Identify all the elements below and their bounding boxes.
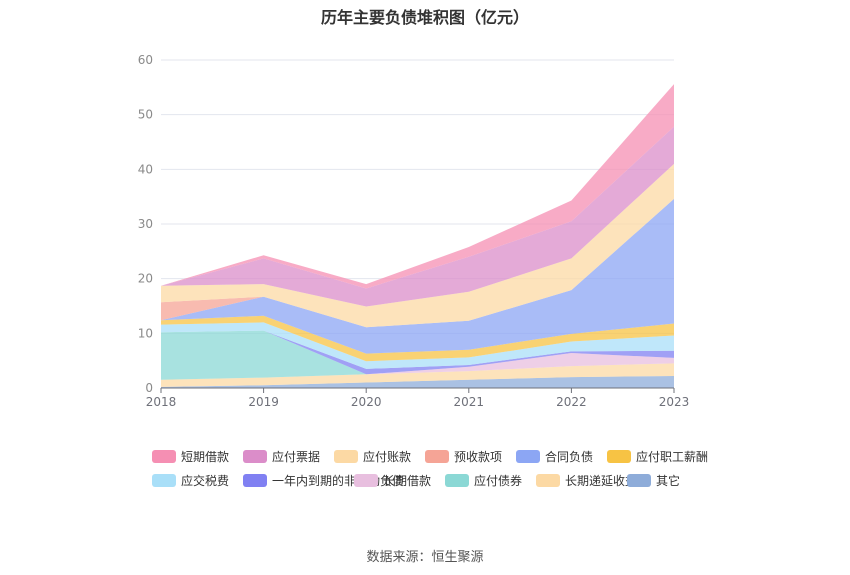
legend-item[interactable]: 应付票据: [243, 448, 320, 466]
y-tick-label: 0: [145, 381, 153, 395]
area-长期递延收益: [161, 363, 674, 387]
x-tick-label: 2023: [659, 395, 690, 409]
legend-swatch: [536, 474, 560, 487]
legend-label: 其它: [656, 474, 681, 488]
legend-swatch: [425, 450, 449, 463]
legend-item[interactable]: 应付职工薪酬: [607, 448, 708, 466]
y-tick-label: 30: [138, 217, 153, 231]
legend-item[interactable]: 其它: [627, 472, 680, 490]
area-一年内到期的非流动负债: [161, 330, 674, 375]
legend-label: 预收款项: [454, 450, 503, 464]
area-应付票据: [161, 126, 674, 307]
legend-swatch: [152, 450, 176, 463]
stacked-area-chart: 0 10 20 30 40 50 60 2018 2019 2020 2021 2022 2023: [138, 53, 690, 409]
legend-swatch: [354, 474, 378, 487]
legend-swatch: [607, 450, 631, 463]
legend-label: 应付职工薪酬: [636, 450, 709, 464]
legend-item[interactable]: 应交税费: [152, 472, 229, 490]
legend-swatch: [627, 474, 651, 487]
legend-item[interactable]: 应付债券: [445, 472, 522, 490]
x-tick-label: 2022: [556, 395, 587, 409]
legend-label: 应付账款: [363, 450, 412, 464]
legend-label: 长期递延收益: [565, 474, 638, 488]
legend-label: 应交税费: [181, 474, 230, 488]
legend-item[interactable]: 长期借款: [354, 472, 431, 490]
axes: 0 10 20 30 40 50 60 2018 2019 2020 2021 2022 2023: [138, 53, 690, 409]
legend-label: 长期借款: [383, 474, 432, 488]
legend-item[interactable]: 合同负债: [516, 448, 593, 466]
area-应付账款: [161, 163, 674, 328]
y-tick-label: 20: [138, 272, 153, 286]
legend-swatch: [334, 450, 358, 463]
legend-swatch: [516, 450, 540, 463]
chart-title: 历年主要负债堆积图（亿元）: [320, 8, 529, 27]
legend-label: 应付债券: [474, 474, 523, 488]
legend-label: 合同负债: [545, 450, 594, 464]
area-应付债券: [161, 330, 674, 380]
area-应交税费: [161, 322, 674, 369]
x-tick-label: 2019: [248, 395, 279, 409]
legend-item[interactable]: 长期递延收益: [536, 472, 637, 490]
legend-item[interactable]: 短期借款: [152, 448, 229, 466]
area-应付职工薪酬: [161, 315, 674, 362]
area-其它: [161, 376, 674, 388]
y-tick-label: 40: [138, 162, 153, 176]
area-长期借款: [161, 330, 674, 375]
area-合同负债: [161, 198, 674, 354]
x-tick-label: 2020: [351, 395, 382, 409]
legend-label: 短期借款: [181, 450, 230, 464]
legend-swatch: [243, 450, 267, 463]
legend-swatch: [152, 474, 176, 487]
x-tick-label: 2018: [146, 395, 177, 409]
y-tick-label: 60: [138, 53, 153, 67]
legend-swatch: [243, 474, 267, 487]
legend-label: 应付票据: [272, 450, 321, 464]
x-tick-label: 2021: [454, 395, 485, 409]
y-tick-label: 50: [138, 108, 153, 122]
legend-swatch: [445, 474, 469, 487]
legend-item[interactable]: 预收款项: [425, 448, 502, 466]
area-series: [161, 84, 674, 388]
y-tick-label: 10: [138, 326, 153, 340]
legend-item[interactable]: 应付账款: [334, 448, 411, 466]
data-source-note: 数据来源：恒生聚源: [366, 550, 484, 565]
